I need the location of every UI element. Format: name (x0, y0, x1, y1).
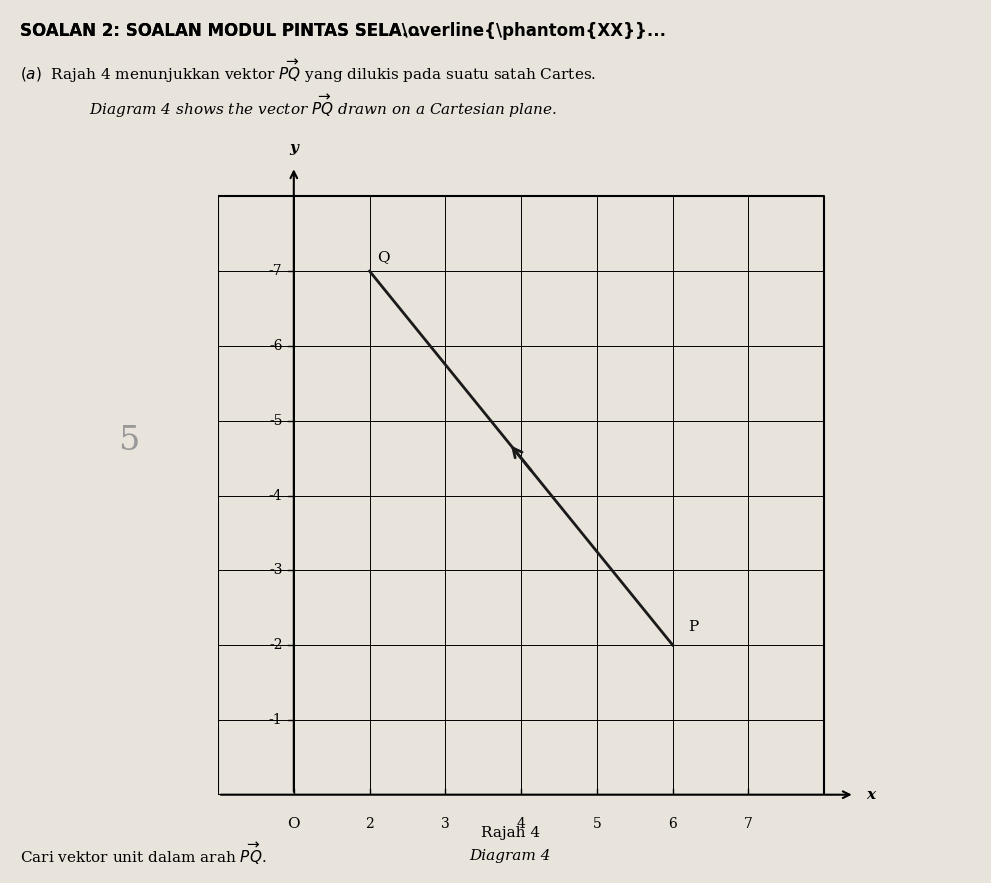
Text: -2: -2 (269, 638, 282, 653)
Text: SOALAN 2: SOALAN MODUL PINTAS SELA...: SOALAN 2: SOALAN MODUL PINTAS SELA... (20, 22, 421, 40)
Text: x: x (866, 788, 875, 802)
Text: O: O (287, 817, 300, 831)
Text: -1: -1 (269, 713, 282, 727)
Text: -6: -6 (269, 339, 282, 353)
Text: Cari vektor unit dalam arah $\overrightarrow{PQ}$.: Cari vektor unit dalam arah $\overrighta… (20, 841, 267, 867)
Text: SOALAN 2: SOALAN MODUL PINTAS SELA\overline{\phantom{XX}}...: SOALAN 2: SOALAN MODUL PINTAS SELA\overl… (20, 22, 666, 40)
Text: -5: -5 (269, 414, 282, 427)
Text: y: y (289, 141, 298, 155)
Text: 7: 7 (744, 817, 753, 831)
Text: 2: 2 (366, 817, 374, 831)
Text: 3: 3 (441, 817, 450, 831)
Text: 4: 4 (516, 817, 525, 831)
Text: P: P (688, 620, 698, 634)
Text: Diagram 4: Diagram 4 (470, 849, 551, 864)
Text: -7: -7 (269, 264, 282, 278)
Text: -4: -4 (269, 488, 282, 502)
Text: Diagram 4 shows the vector $\overrightarrow{PQ}$ drawn on a Cartesian plane.: Diagram 4 shows the vector $\overrightar… (89, 93, 557, 120)
Text: 5: 5 (593, 817, 602, 831)
Text: Q: Q (378, 250, 389, 264)
Text: 5: 5 (118, 426, 140, 457)
Text: Rajah 4: Rajah 4 (481, 826, 540, 840)
Text: 6: 6 (668, 817, 677, 831)
Text: $(a)$  Rajah 4 menunjukkan vektor $\overrightarrow{PQ}$ yang dilukis pada suatu : $(a)$ Rajah 4 menunjukkan vektor $\overr… (20, 57, 596, 85)
Text: -3: -3 (269, 563, 282, 577)
